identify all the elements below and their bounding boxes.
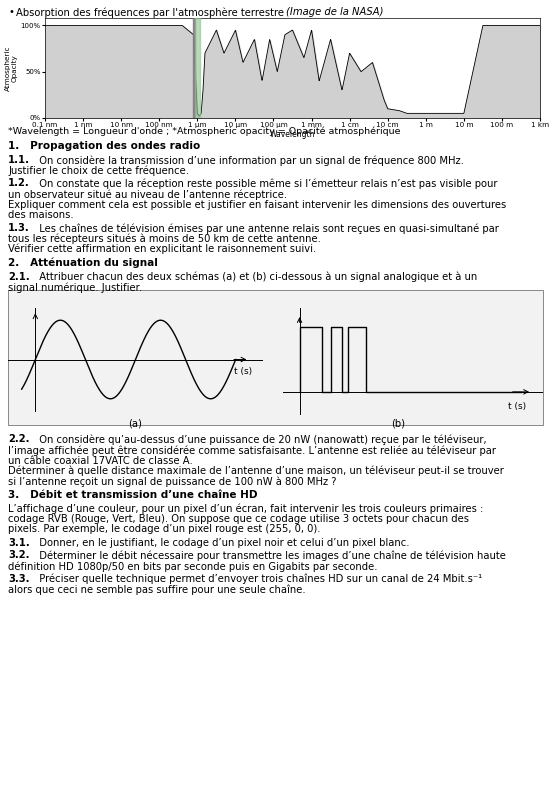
Text: Les chaînes de télévision émises par une antenne relais sont reçues en quasi-sim: Les chaînes de télévision émises par une… [33,223,499,234]
Text: un câble coaxial 17VATC de classe A.: un câble coaxial 17VATC de classe A. [8,456,193,465]
Text: (a): (a) [128,419,142,428]
Text: Expliquer comment cela est possible et justifier en faisant intervenir les dimen: Expliquer comment cela est possible et j… [8,200,506,209]
Text: tous les récepteurs situés à moins de 50 km de cette antenne.: tous les récepteurs situés à moins de 50… [8,234,321,244]
Text: codage RVB (Rouge, Vert, Bleu). On suppose que ce codage utilise 3 octets pour c: codage RVB (Rouge, Vert, Bleu). On suppo… [8,514,469,524]
Text: On considère qu’au-dessus d’une puissance de 20 nW (nanowatt) reçue par le télév: On considère qu’au-dessus d’une puissanc… [33,435,487,445]
Text: Donner, en le justifiant, le codage d’un pixel noir et celui d’un pixel blanc.: Donner, en le justifiant, le codage d’un… [33,537,409,547]
Text: un observateur situé au niveau de l’antenne réceptrice.: un observateur situé au niveau de l’ante… [8,189,287,200]
Text: Justifier le choix de cette fréquence.: Justifier le choix de cette fréquence. [8,165,189,176]
Text: On considère la transmission d’une information par un signal de fréquence 800 MH: On considère la transmission d’une infor… [33,155,464,165]
Bar [193,18,196,118]
Text: 3.1.: 3.1. [8,537,30,547]
Text: Absorption des fréquences par l'atmosphère terrestre: Absorption des fréquences par l'atmosphè… [16,7,287,17]
Text: Attribuer chacun des deux schémas (a) et (b) ci-dessous à un signal analogique e: Attribuer chacun des deux schémas (a) et… [33,272,477,283]
Text: l’image affichée peut être considérée comme satisfaisante. L’antenne est reliée : l’image affichée peut être considérée co… [8,445,496,456]
Text: 2.   Atténuation du signal: 2. Atténuation du signal [8,258,158,269]
Text: t (s): t (s) [234,367,252,376]
Text: Préciser quelle technique permet d’envoyer trois chaînes HD sur un canal de 24 M: Préciser quelle technique permet d’envoy… [33,574,482,585]
Text: pixels. Par exemple, le codage d’un pixel rouge est (255, 0, 0).: pixels. Par exemple, le codage d’un pixe… [8,525,321,535]
Text: On constate que la réception reste possible même si l’émetteur relais n’est pas : On constate que la réception reste possi… [33,179,498,189]
Text: 1.2.: 1.2. [8,179,30,189]
Text: L’affichage d’une couleur, pour un pixel d’un écran, fait intervenir les trois c: L’affichage d’une couleur, pour un pixel… [8,503,483,514]
Text: 3.2.: 3.2. [8,551,30,560]
Text: 2.2.: 2.2. [8,435,30,445]
Text: 3.   Débit et transmission d’une chaîne HD: 3. Débit et transmission d’une chaîne HD [8,491,257,501]
Text: 1.1.: 1.1. [8,155,30,165]
Text: t (s): t (s) [507,401,526,411]
Bar [196,18,201,118]
Text: Déterminer à quelle distance maximale de l’antenne d’une maison, un téléviseur p: Déterminer à quelle distance maximale de… [8,466,504,476]
Text: des maisons.: des maisons. [8,210,74,220]
Text: *Wavelength = Longueur d'onde ; *Atmospheric opacity = Opacité atmosphérique: *Wavelength = Longueur d'onde ; *Atmosph… [8,127,401,137]
Text: •: • [8,7,14,17]
Text: (b): (b) [391,419,405,428]
Text: 1.   Propagation des ondes radio: 1. Propagation des ondes radio [8,141,200,151]
Text: alors que ceci ne semble pas suffire pour une seule chaîne.: alors que ceci ne semble pas suffire pou… [8,585,306,595]
Text: 3.3.: 3.3. [8,574,30,584]
Text: définition HD 1080p/50 en bits par seconde puis en Gigabits par seconde.: définition HD 1080p/50 en bits par secon… [8,561,377,571]
Text: 1.3.: 1.3. [8,223,30,233]
Text: Déterminer le débit nécessaire pour transmettre les images d’une chaîne de télév: Déterminer le débit nécessaire pour tran… [33,551,506,561]
Text: 2.1.: 2.1. [8,272,30,282]
X-axis label: Wavelength: Wavelength [270,130,315,138]
Bar [8,289,543,424]
Text: signal numérique. Justifier.: signal numérique. Justifier. [8,283,142,293]
Text: si l’antenne reçoit un signal de puissance de 100 nW à 800 MHz ?: si l’antenne reçoit un signal de puissan… [8,476,337,487]
Y-axis label: Atmospheric
Opacity: Atmospheric Opacity [5,45,18,91]
Text: (Image de la NASA): (Image de la NASA) [286,7,383,17]
Text: Vérifier cette affirmation en explicitant le raisonnement suivi.: Vérifier cette affirmation en explicitan… [8,244,316,254]
